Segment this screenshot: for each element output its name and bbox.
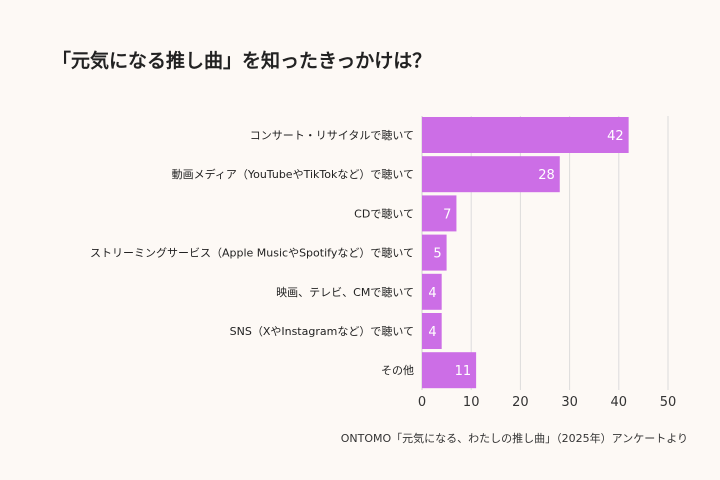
value-label: 42 (607, 129, 624, 144)
bar (422, 234, 447, 271)
bar (422, 195, 457, 232)
chart-title: 「元気になる推し曲」を知ったきっかけは？ (52, 50, 432, 72)
category-label: CDで聴いて (354, 207, 414, 220)
x-tick-label: 30 (561, 395, 578, 410)
bar (422, 352, 477, 389)
category-label: 映画、テレビ、CMで聴いて (276, 286, 414, 299)
bar (422, 117, 629, 153)
bar (422, 313, 442, 349)
x-tick-label: 0 (418, 395, 426, 410)
category-label: ストリーミングサービス（Apple MusicやSpotifyなど）で聴いて (90, 246, 414, 260)
x-tick-label: 20 (512, 395, 529, 410)
category-label: その他 (381, 364, 414, 377)
category-label: 動画メディア（YouTubeやTikTokなど）で聴いて (172, 167, 414, 181)
category-label: コンサート・リサイタルで聴いて (250, 129, 414, 142)
x-tick-label: 40 (611, 395, 628, 410)
x-tick-label: 50 (660, 395, 677, 410)
value-label: 5 (433, 247, 441, 262)
x-tick-label: 10 (463, 395, 480, 410)
value-label: 4 (428, 325, 436, 340)
bar (422, 273, 442, 310)
bar (422, 156, 560, 193)
source-note: ONTOMO「元気になる、わたしの推し曲」（2025年）アンケートより (340, 432, 688, 445)
value-label: 4 (428, 286, 436, 301)
value-label: 7 (443, 207, 451, 222)
value-label: 11 (455, 364, 472, 379)
value-label: 28 (538, 168, 555, 183)
category-label: SNS（XやInstagramなど）で聴いて (230, 325, 414, 338)
